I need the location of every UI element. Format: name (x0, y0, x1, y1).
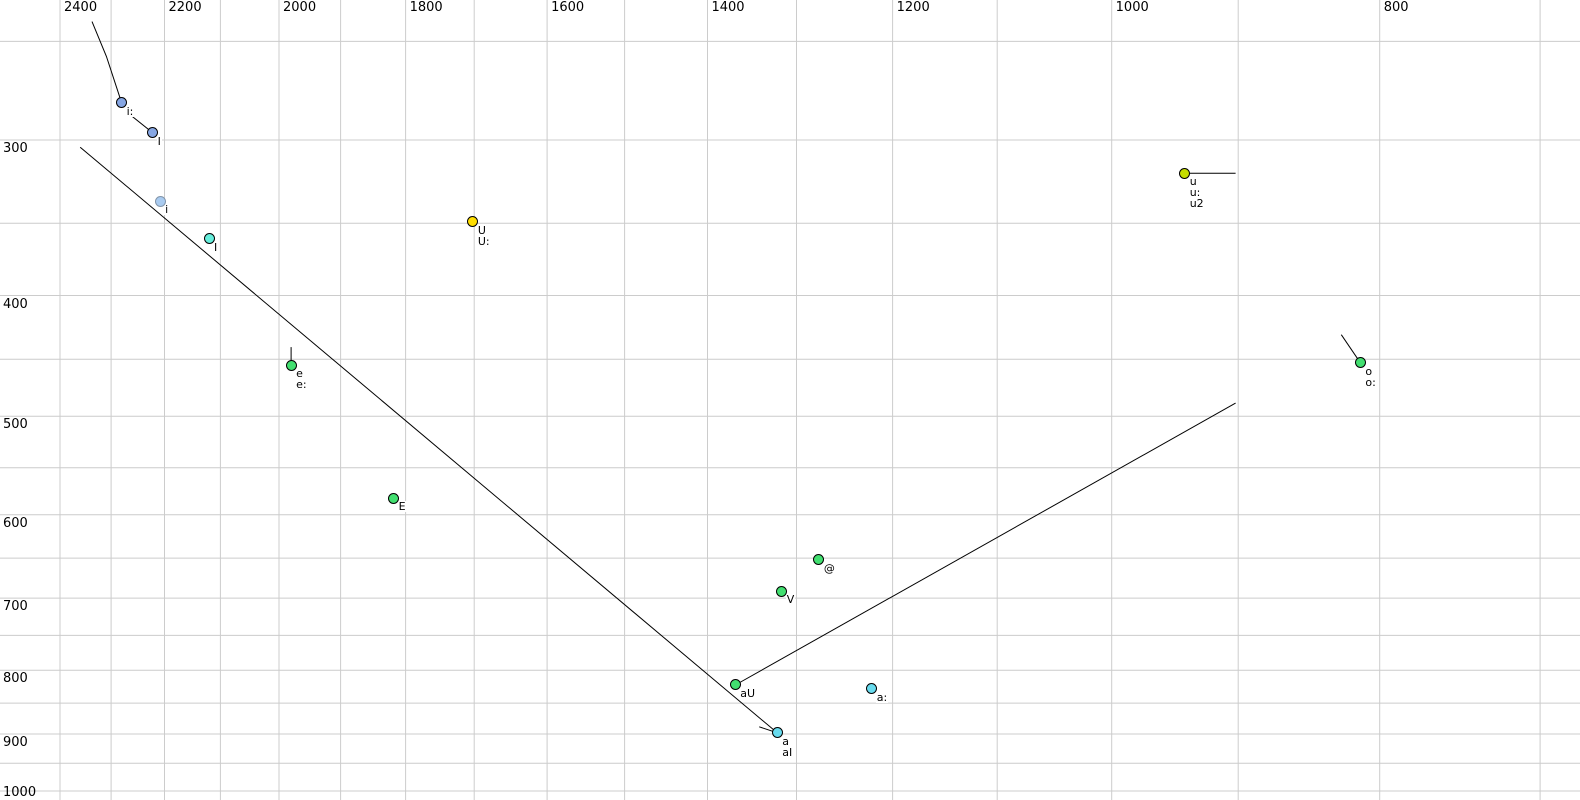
data-point-U-U:[interactable] (467, 216, 479, 228)
point-label-U: U (476, 223, 487, 237)
line-front-diagonal (79, 146, 778, 734)
point-label-i:: i: (125, 104, 135, 118)
data-point-I[interactable] (203, 233, 215, 245)
point-label-u:: u: (1188, 186, 1202, 200)
data-point-@[interactable] (813, 554, 825, 566)
point-label-E: E (397, 500, 407, 514)
point-label-a: a (781, 734, 790, 748)
y-axis-tick-500: 500 (3, 417, 28, 433)
point-label-V: V (785, 593, 796, 607)
point-label-I: I (156, 134, 162, 148)
x-axis-tick-2400: 2400 (64, 0, 98, 15)
y-axis-tick-600: 600 (3, 515, 28, 531)
x-axis-tick-2200: 2200 (168, 0, 202, 15)
y-axis-tick-800: 800 (3, 671, 28, 687)
x-axis-tick-1600: 1600 (551, 0, 585, 15)
line-back-diagonal (735, 402, 1236, 686)
point-label-aU: aU (739, 686, 757, 700)
point-label-u2: u2 (1188, 197, 1205, 211)
data-point-V[interactable] (776, 585, 788, 597)
y-axis-tick-700: 700 (3, 599, 28, 615)
data-point-o-o:[interactable] (1354, 357, 1366, 369)
data-point-i:[interactable] (116, 97, 128, 109)
data-point-aU[interactable] (729, 679, 741, 691)
x-axis-tick-1200: 1200 (896, 0, 930, 15)
y-axis-tick-1000: 1000 (3, 785, 37, 800)
x-axis-tick-1400: 1400 (711, 0, 745, 15)
point-label-aI: aI (781, 745, 794, 759)
point-label-I: I (213, 240, 219, 254)
point-label-i: i (164, 203, 170, 217)
y-axis-tick-900: 900 (3, 735, 28, 751)
point-label-a:: a: (875, 690, 889, 704)
x-axis-tick-800: 800 (1383, 0, 1409, 15)
point-label-@: @ (822, 561, 836, 575)
data-point-I[interactable] (147, 127, 159, 139)
x-axis-tick-2000: 2000 (283, 0, 317, 15)
data-point-u-u:-u2[interactable] (1179, 167, 1191, 179)
data-point-a-aI[interactable] (771, 727, 783, 739)
x-axis-tick-1000: 1000 (1115, 0, 1149, 15)
data-point-a:[interactable] (866, 683, 878, 695)
y-axis-tick-300: 300 (3, 141, 28, 156)
point-label-o: o (1364, 364, 1374, 378)
data-point-i[interactable] (154, 195, 166, 207)
point-label-U:: U: (476, 234, 491, 248)
x-axis-tick-1800: 1800 (409, 0, 443, 15)
point-label-o:: o: (1364, 375, 1377, 389)
point-label-u: u (1188, 175, 1198, 189)
line-i-onglide (91, 21, 123, 103)
point-label-e:: e: (295, 378, 308, 392)
data-point-e-e:[interactable] (285, 359, 297, 371)
y-axis-tick-400: 400 (3, 296, 28, 312)
point-label-e: e (295, 367, 304, 381)
data-point-E[interactable] (388, 492, 400, 504)
